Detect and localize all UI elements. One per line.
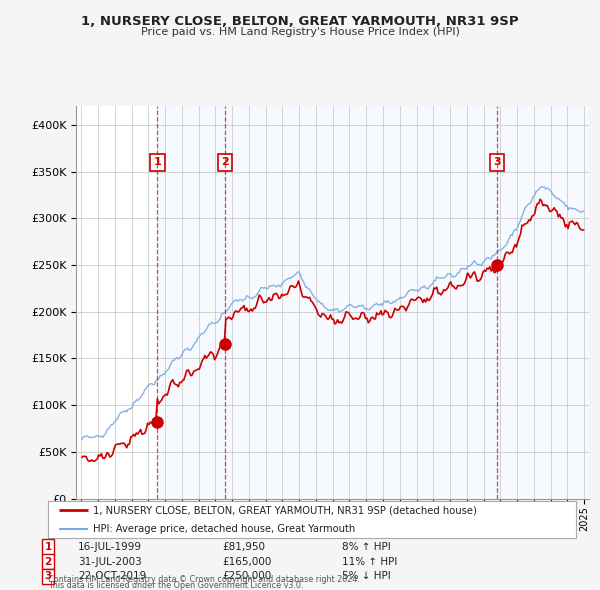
Text: 2: 2: [221, 158, 229, 167]
Text: HPI: Average price, detached house, Great Yarmouth: HPI: Average price, detached house, Grea…: [93, 524, 355, 534]
Text: This data is licensed under the Open Government Licence v3.0.: This data is licensed under the Open Gov…: [48, 581, 304, 590]
Text: 8% ↑ HPI: 8% ↑ HPI: [342, 542, 391, 552]
Text: 11% ↑ HPI: 11% ↑ HPI: [342, 557, 397, 566]
Text: 1: 1: [154, 158, 161, 167]
Bar: [157, 106, 225, 499]
Bar: [497, 106, 589, 499]
Text: 22-OCT-2019: 22-OCT-2019: [78, 572, 146, 581]
Text: 31-JUL-2003: 31-JUL-2003: [78, 557, 142, 566]
Text: 1, NURSERY CLOSE, BELTON, GREAT YARMOUTH, NR31 9SP: 1, NURSERY CLOSE, BELTON, GREAT YARMOUTH…: [81, 15, 519, 28]
Text: 2: 2: [44, 557, 52, 566]
Text: £81,950: £81,950: [222, 542, 265, 552]
Text: Price paid vs. HM Land Registry's House Price Index (HPI): Price paid vs. HM Land Registry's House …: [140, 27, 460, 37]
Text: 16-JUL-1999: 16-JUL-1999: [78, 542, 142, 552]
Bar: [225, 106, 497, 499]
Text: £165,000: £165,000: [222, 557, 271, 566]
Text: 1, NURSERY CLOSE, BELTON, GREAT YARMOUTH, NR31 9SP (detached house): 1, NURSERY CLOSE, BELTON, GREAT YARMOUTH…: [93, 505, 477, 515]
Text: 3: 3: [493, 158, 501, 167]
Text: 3: 3: [44, 572, 52, 581]
Text: 1: 1: [44, 542, 52, 552]
Text: 5% ↓ HPI: 5% ↓ HPI: [342, 572, 391, 581]
Text: £250,000: £250,000: [222, 572, 271, 581]
Text: Contains HM Land Registry data © Crown copyright and database right 2024.: Contains HM Land Registry data © Crown c…: [48, 575, 360, 584]
